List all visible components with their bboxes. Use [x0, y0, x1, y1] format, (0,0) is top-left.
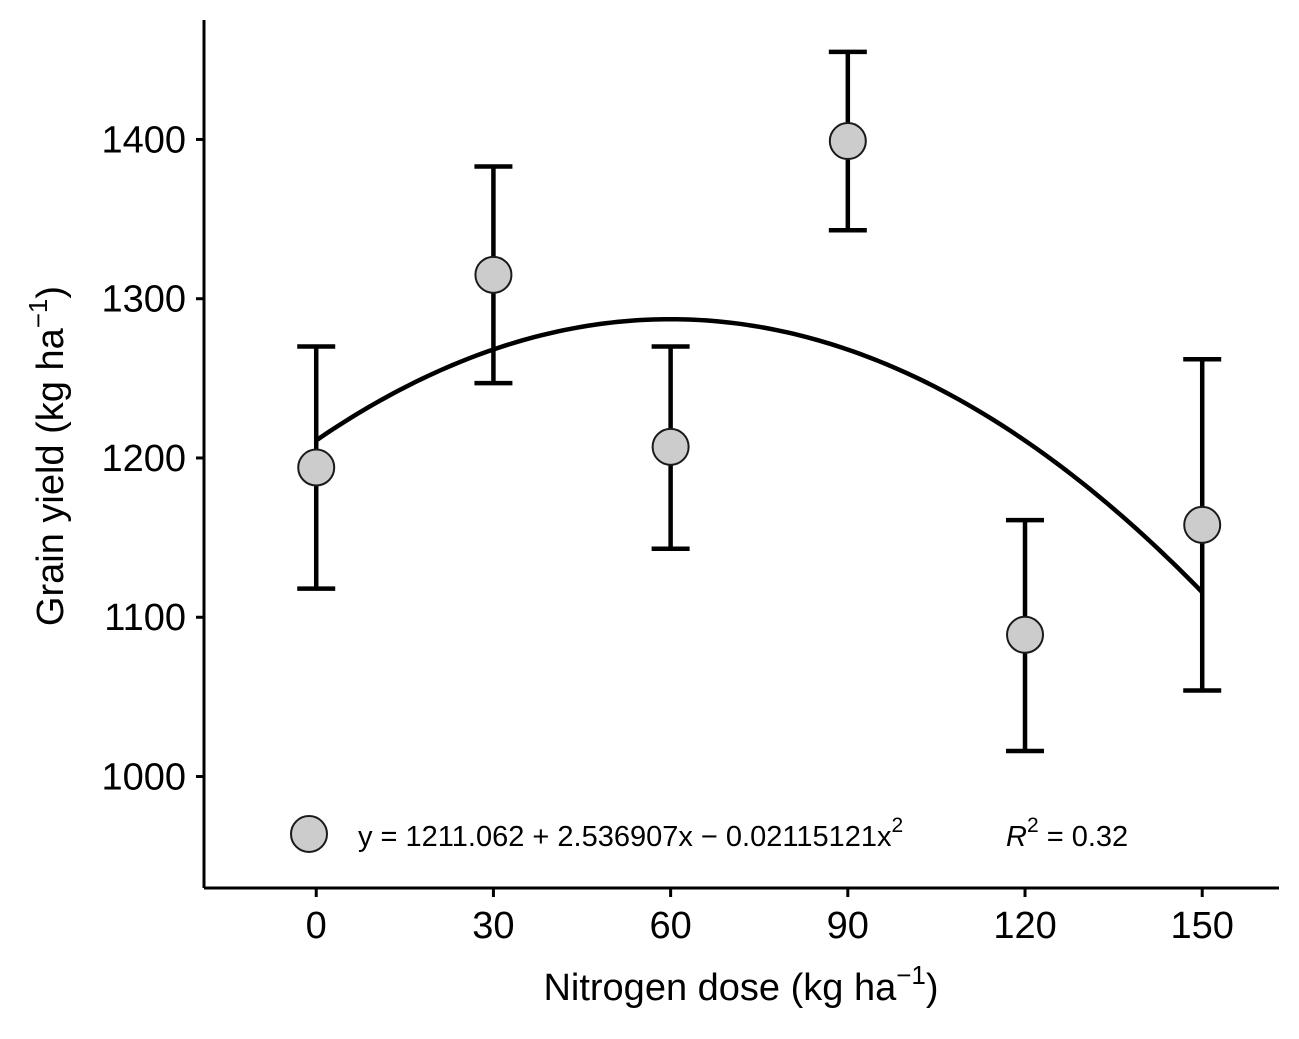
legend: y = 1211.062 + 2.536907x − 0.02115121x2 …: [290, 814, 1128, 853]
data-point: [651, 427, 690, 466]
legend-r2: R2 = 0.32: [1006, 814, 1128, 853]
y-tick-label: 1000: [101, 757, 186, 799]
data-point: [1006, 615, 1045, 654]
axes: [202, 20, 1279, 890]
y-tick-label: 1200: [101, 438, 186, 480]
data-point: [297, 448, 336, 487]
fit-curve: [314, 316, 1204, 594]
y-tick-label: 1100: [104, 597, 186, 639]
x-tick-label: 60: [649, 905, 691, 947]
x-tick-label: 90: [827, 905, 869, 947]
x-ticks: 0 30 60 90 120 150: [306, 888, 1234, 947]
x-tick-label: 120: [993, 905, 1056, 947]
x-tick-label: 150: [1171, 905, 1234, 947]
y-ticks: 1000 1100 1200 1300 1400: [101, 119, 204, 799]
y-tick-label: 1400: [101, 119, 186, 161]
error-bars: [297, 49, 1222, 754]
x-tick-label: 0: [306, 905, 327, 947]
data-points: [297, 122, 1222, 654]
legend-key-point: [290, 815, 328, 853]
y-axis-title: Grain yield (kg ha−1): [23, 286, 72, 626]
x-tick-label: 30: [472, 905, 514, 947]
x-axis-title: Nitrogen dose (kg ha−1): [543, 960, 938, 1009]
data-point: [474, 255, 513, 294]
data-point: [1183, 505, 1222, 544]
data-point: [828, 122, 867, 161]
y-tick-label: 1300: [101, 279, 186, 321]
legend-equation: y = 1211.062 + 2.536907x − 0.02115121x2: [358, 814, 903, 853]
